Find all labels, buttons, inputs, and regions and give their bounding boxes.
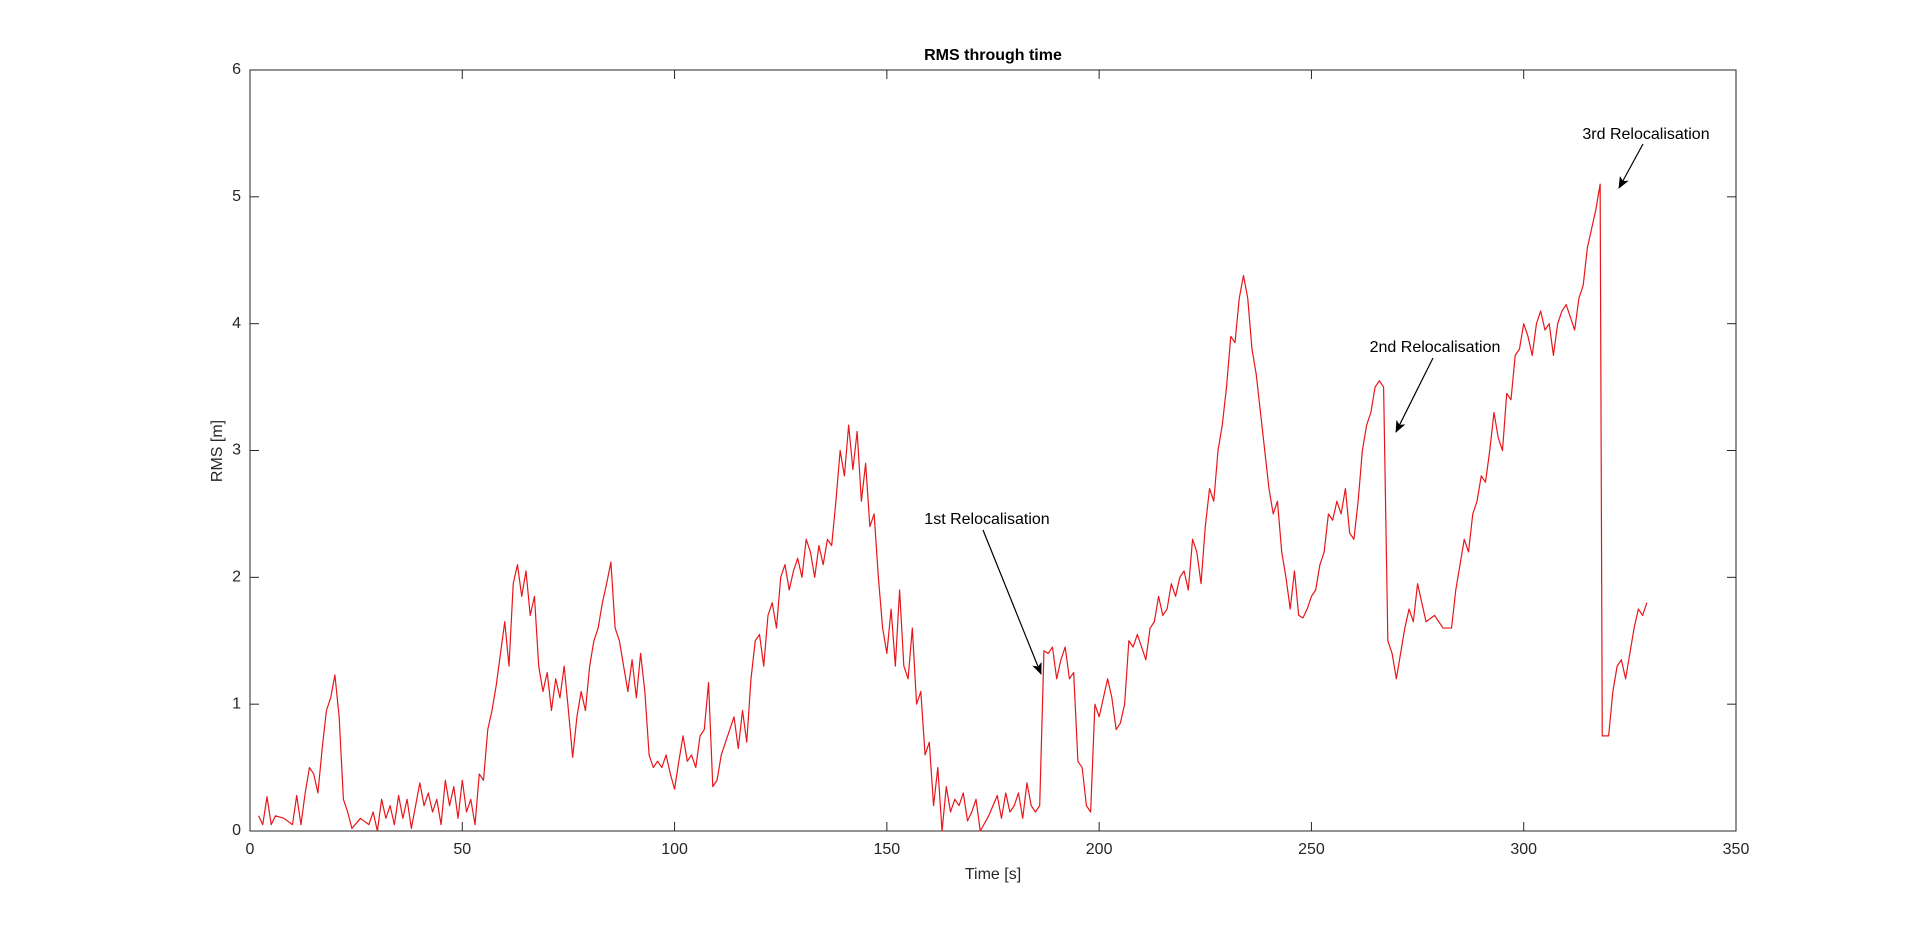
annotation-text: 3rd Relocalisation: [1582, 126, 1709, 143]
x-tick-label: 250: [1298, 841, 1325, 858]
x-tick-label: 0: [246, 841, 255, 858]
x-tick-label: 350: [1723, 841, 1750, 858]
data-line: [257, 183, 1648, 832]
annotation-text: 2nd Relocalisation: [1370, 339, 1501, 356]
y-tick-label: 6: [232, 61, 241, 78]
annotation-text: 1st Relocalisation: [924, 511, 1049, 528]
y-tick-label: 4: [232, 315, 241, 332]
annotation-arrow: [1395, 357, 1434, 433]
x-tick-label: 100: [661, 841, 688, 858]
y-tick-label: 0: [232, 822, 241, 839]
x-tick-label: 200: [1086, 841, 1113, 858]
plot-area: [249, 69, 1737, 832]
y-tick-label: 3: [232, 442, 241, 459]
y-axis-label: RMS [m]: [209, 420, 226, 482]
x-tick-label: 150: [874, 841, 901, 858]
y-tick-label: 1: [232, 695, 241, 712]
x-axis-label: Time [s]: [965, 866, 1021, 883]
x-tick-label: 50: [453, 841, 471, 858]
annotation-arrow: [982, 529, 1042, 675]
y-tick-label: 5: [232, 188, 241, 205]
annotation-arrow: [1618, 143, 1644, 189]
y-tick-label: 2: [232, 569, 241, 586]
chart-title: RMS through time: [924, 47, 1062, 64]
x-tick-label: 300: [1510, 841, 1537, 858]
